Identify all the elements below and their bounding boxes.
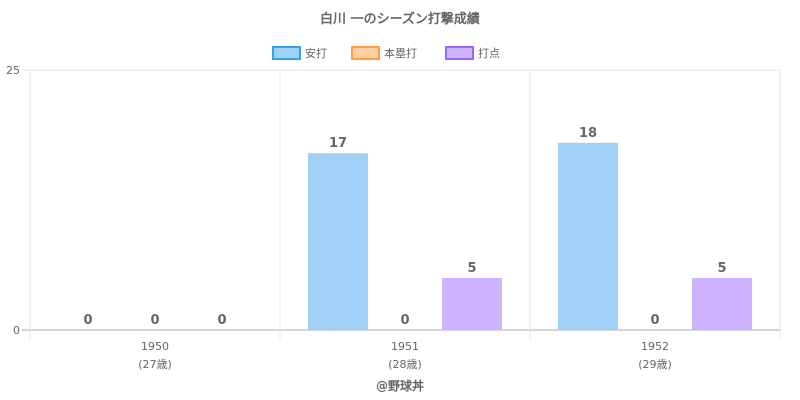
legend-label: 安打 (305, 46, 327, 60)
legend-label: 打点 (478, 46, 500, 60)
x-tick-sublabel: (28歳) (388, 358, 422, 371)
x-tick-sublabel: (29歳) (638, 358, 672, 371)
footer-credit: @野球丼 (376, 378, 424, 393)
x-tick-label: 1951 (391, 340, 419, 353)
data-label: 5 (467, 261, 476, 276)
data-label: 0 (400, 313, 409, 328)
y-tick-label: 0 (13, 324, 20, 337)
data-label: 0 (150, 313, 159, 328)
legend-item-0[interactable]: 安打 (272, 46, 327, 60)
legend-item-2[interactable]: 打点 (445, 46, 500, 60)
bar-安打 (558, 142, 618, 330)
data-label: 18 (579, 126, 597, 141)
bar-安打 (308, 153, 368, 330)
data-label: 0 (83, 313, 92, 328)
data-label: 17 (329, 136, 347, 151)
bar-打点 (442, 278, 502, 330)
data-label: 0 (217, 313, 226, 328)
data-label: 0 (650, 313, 659, 328)
legend-swatch (351, 46, 380, 60)
bar-打点 (692, 278, 752, 330)
y-tick-label: 25 (6, 64, 20, 77)
x-tick-sublabel: (27歳) (138, 358, 172, 371)
chart-title: 白川 一のシーズン打撃成績 (320, 11, 480, 27)
bars: 0 0 0 17 0 5 18 0 5 (83, 126, 752, 330)
legend-label: 本塁打 (384, 46, 417, 60)
grid: 0 25 1950 (27歳) 1951 (28歳) 1952 (29歳) (6, 64, 781, 371)
x-tick-label: 1950 (141, 340, 169, 353)
x-tick-label: 1952 (641, 340, 669, 353)
legend-item-1[interactable]: 本塁打 (351, 46, 417, 60)
legend-swatch (272, 46, 301, 60)
legend-swatch (445, 46, 474, 60)
legend[interactable]: 安打 本塁打 打点 (272, 46, 500, 60)
data-label: 5 (717, 261, 726, 276)
